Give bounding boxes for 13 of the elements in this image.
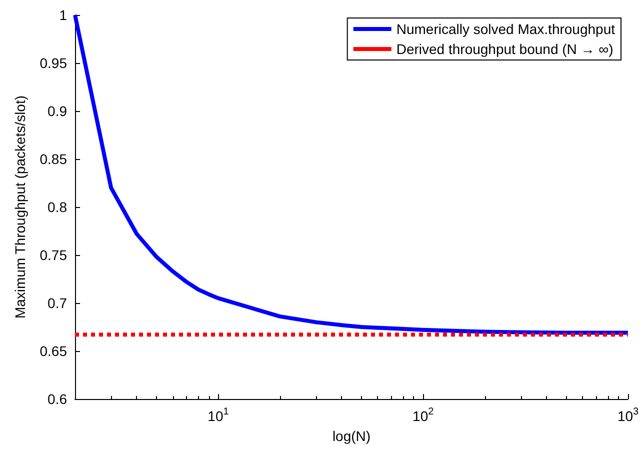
y-tick-label: 0.7 — [48, 295, 68, 311]
y-axis-title: Maximum Throughput (packets/slot) — [12, 95, 28, 319]
legend-label: Numerically solved Max.throughput — [396, 21, 616, 37]
y-tick-label: 0.6 — [48, 391, 68, 407]
y-tick-label: 1 — [59, 7, 68, 23]
y-tick-label: 0.65 — [40, 343, 68, 359]
y-tick-label: 0.75 — [40, 247, 68, 263]
y-tick-label: 0.85 — [40, 151, 68, 167]
y-tick-label: 0.95 — [40, 55, 68, 71]
x-axis-title: log(N) — [332, 428, 371, 444]
legend-label: Derived throughput bound (N → ∞) — [396, 41, 614, 57]
y-tick-label: 0.8 — [48, 199, 68, 215]
y-tick-label: 0.9 — [48, 103, 68, 119]
